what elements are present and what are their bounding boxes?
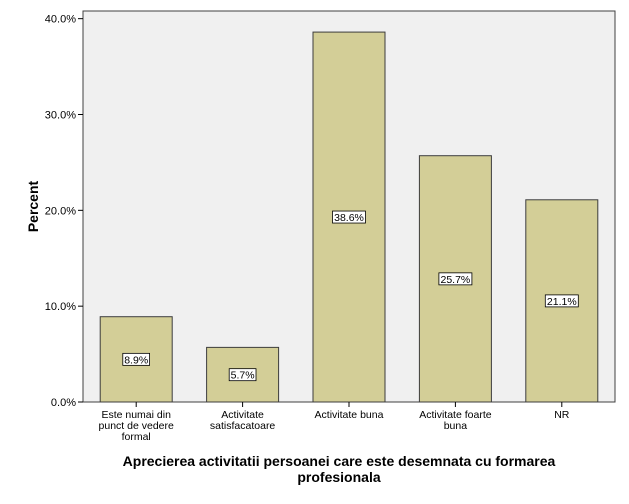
x-axis-title: Aprecierea activitatii persoanei care es… (123, 453, 556, 485)
bar-value-label-box (122, 352, 151, 366)
x-tick-label-line: punct de vedere (99, 420, 174, 432)
x-tick-label: Activitate buna (315, 409, 384, 421)
x-tick-label-line: Activitate foarte (419, 409, 492, 421)
y-axis: 0.0% 10.0% 20.0% 30.0% 40.0% (45, 14, 83, 409)
bar-value-label: 8.9% (124, 354, 148, 366)
y-tick-label: 10.0% (45, 301, 76, 313)
y-tick-label: 30.0% (45, 110, 76, 122)
x-tick-label-line: Activitate (221, 409, 264, 421)
x-tick-label-line: satisfacatoare (210, 420, 276, 432)
x-tick-label-line: formal (122, 431, 151, 443)
y-axis-title: Percent (25, 180, 41, 232)
y-tick-label: 40.0% (45, 14, 76, 26)
x-axis-title-line: Aprecierea activitatii persoanei care es… (123, 453, 556, 469)
y-tick-label: 0.0% (51, 397, 76, 409)
x-tick-label: NR (554, 409, 570, 421)
x-tick-label: Este numai din punct de vedere formal (99, 409, 174, 443)
bar-value-label-box (544, 294, 579, 308)
x-tick-label: Activitate satisfacatoare (210, 409, 276, 432)
bar-value-label: 38.6% (334, 212, 364, 224)
x-axis: Este numai din punct de vedere formal Activ… (99, 402, 570, 443)
x-tick-label-line: buna (444, 420, 468, 432)
x-tick-label-line: NR (554, 409, 570, 421)
bar-value-label-box (228, 368, 257, 382)
x-tick-label: Activitate foarte buna (419, 409, 492, 432)
bars: 8.9% 5.7% 38.6% 25.7% 21.1% (99, 31, 599, 403)
x-axis-title-line: profesionala (297, 469, 380, 485)
x-tick-label-line: Activitate buna (315, 409, 384, 421)
bar-value-label: 21.1% (547, 296, 577, 308)
y-tick-label: 20.0% (45, 205, 76, 217)
bar-value-label-box (332, 210, 366, 224)
bar-value-label: 5.7% (231, 370, 255, 382)
bar-value-label-box (438, 272, 473, 286)
x-tick-label-line: Este numai din (101, 409, 171, 421)
bar-value-label: 25.7% (441, 274, 471, 286)
